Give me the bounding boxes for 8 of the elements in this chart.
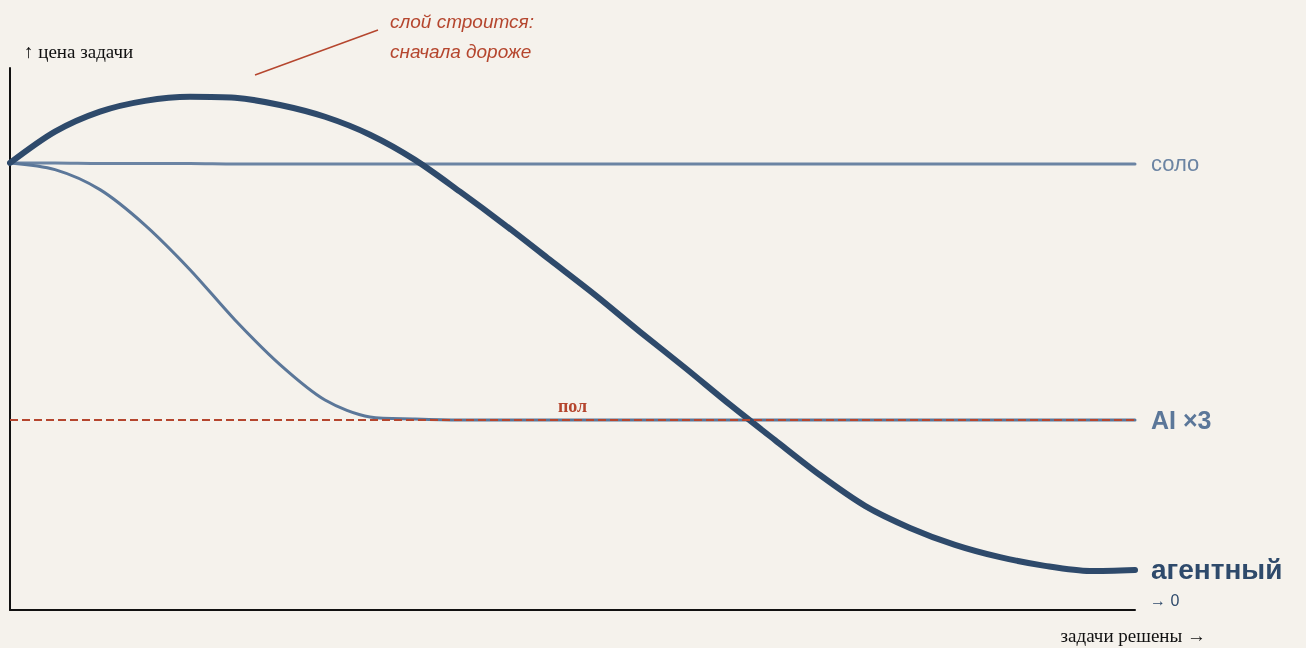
ref-line-label: пол [557, 396, 588, 417]
series-label: соло [1151, 151, 1200, 177]
text: слой строится: сначала дороже [390, 10, 534, 62]
text: → 0 [1150, 591, 1180, 609]
y-axis-title: ↑ цена задачи [24, 41, 134, 62]
series-label: AI ×3 [1151, 406, 1212, 435]
x-axis-title: задачи решены → [1060, 625, 1207, 646]
series-label: агентный [1151, 554, 1283, 586]
